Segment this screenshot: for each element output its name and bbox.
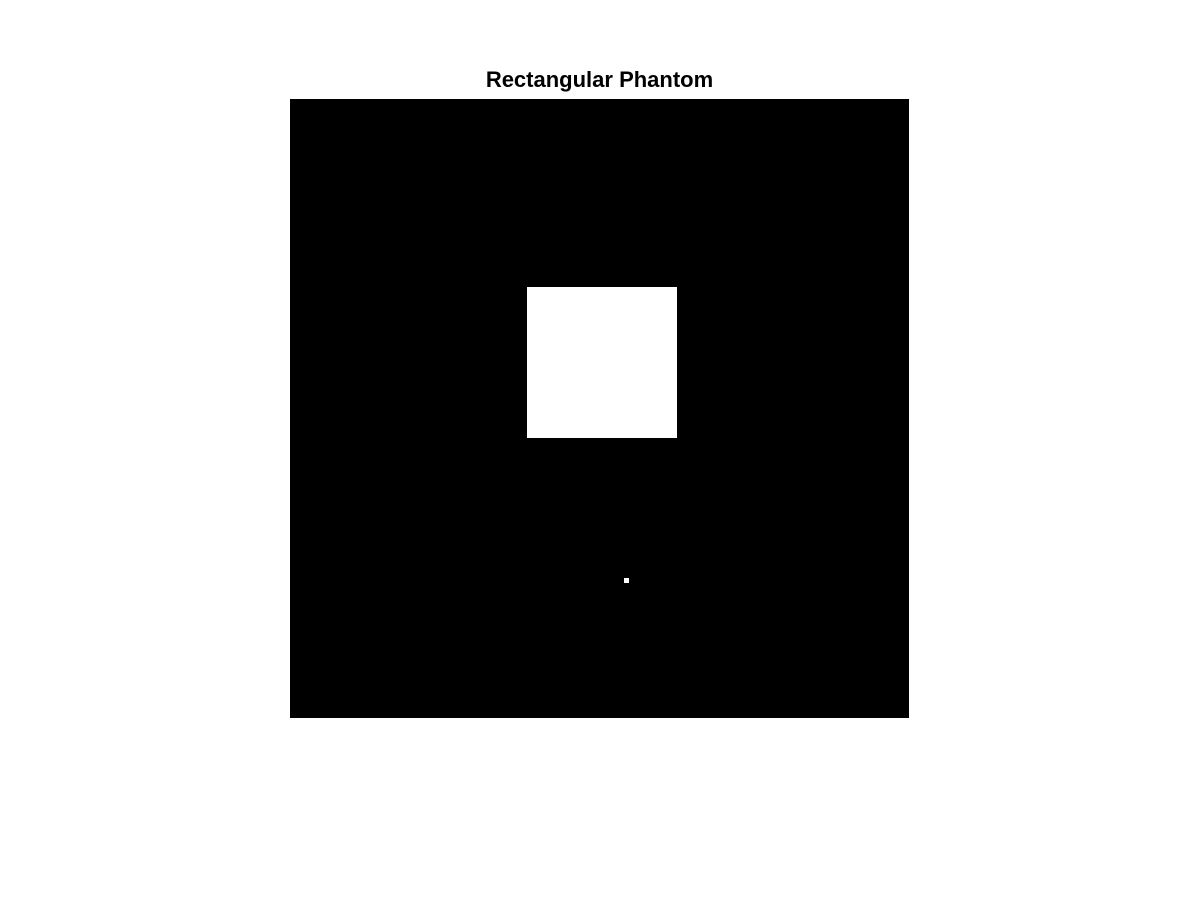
phantom-image [290, 99, 909, 718]
figure-title: Rectangular Phantom [485, 67, 714, 92]
phantom-point [624, 578, 629, 583]
phantom-rectangle [527, 287, 677, 438]
